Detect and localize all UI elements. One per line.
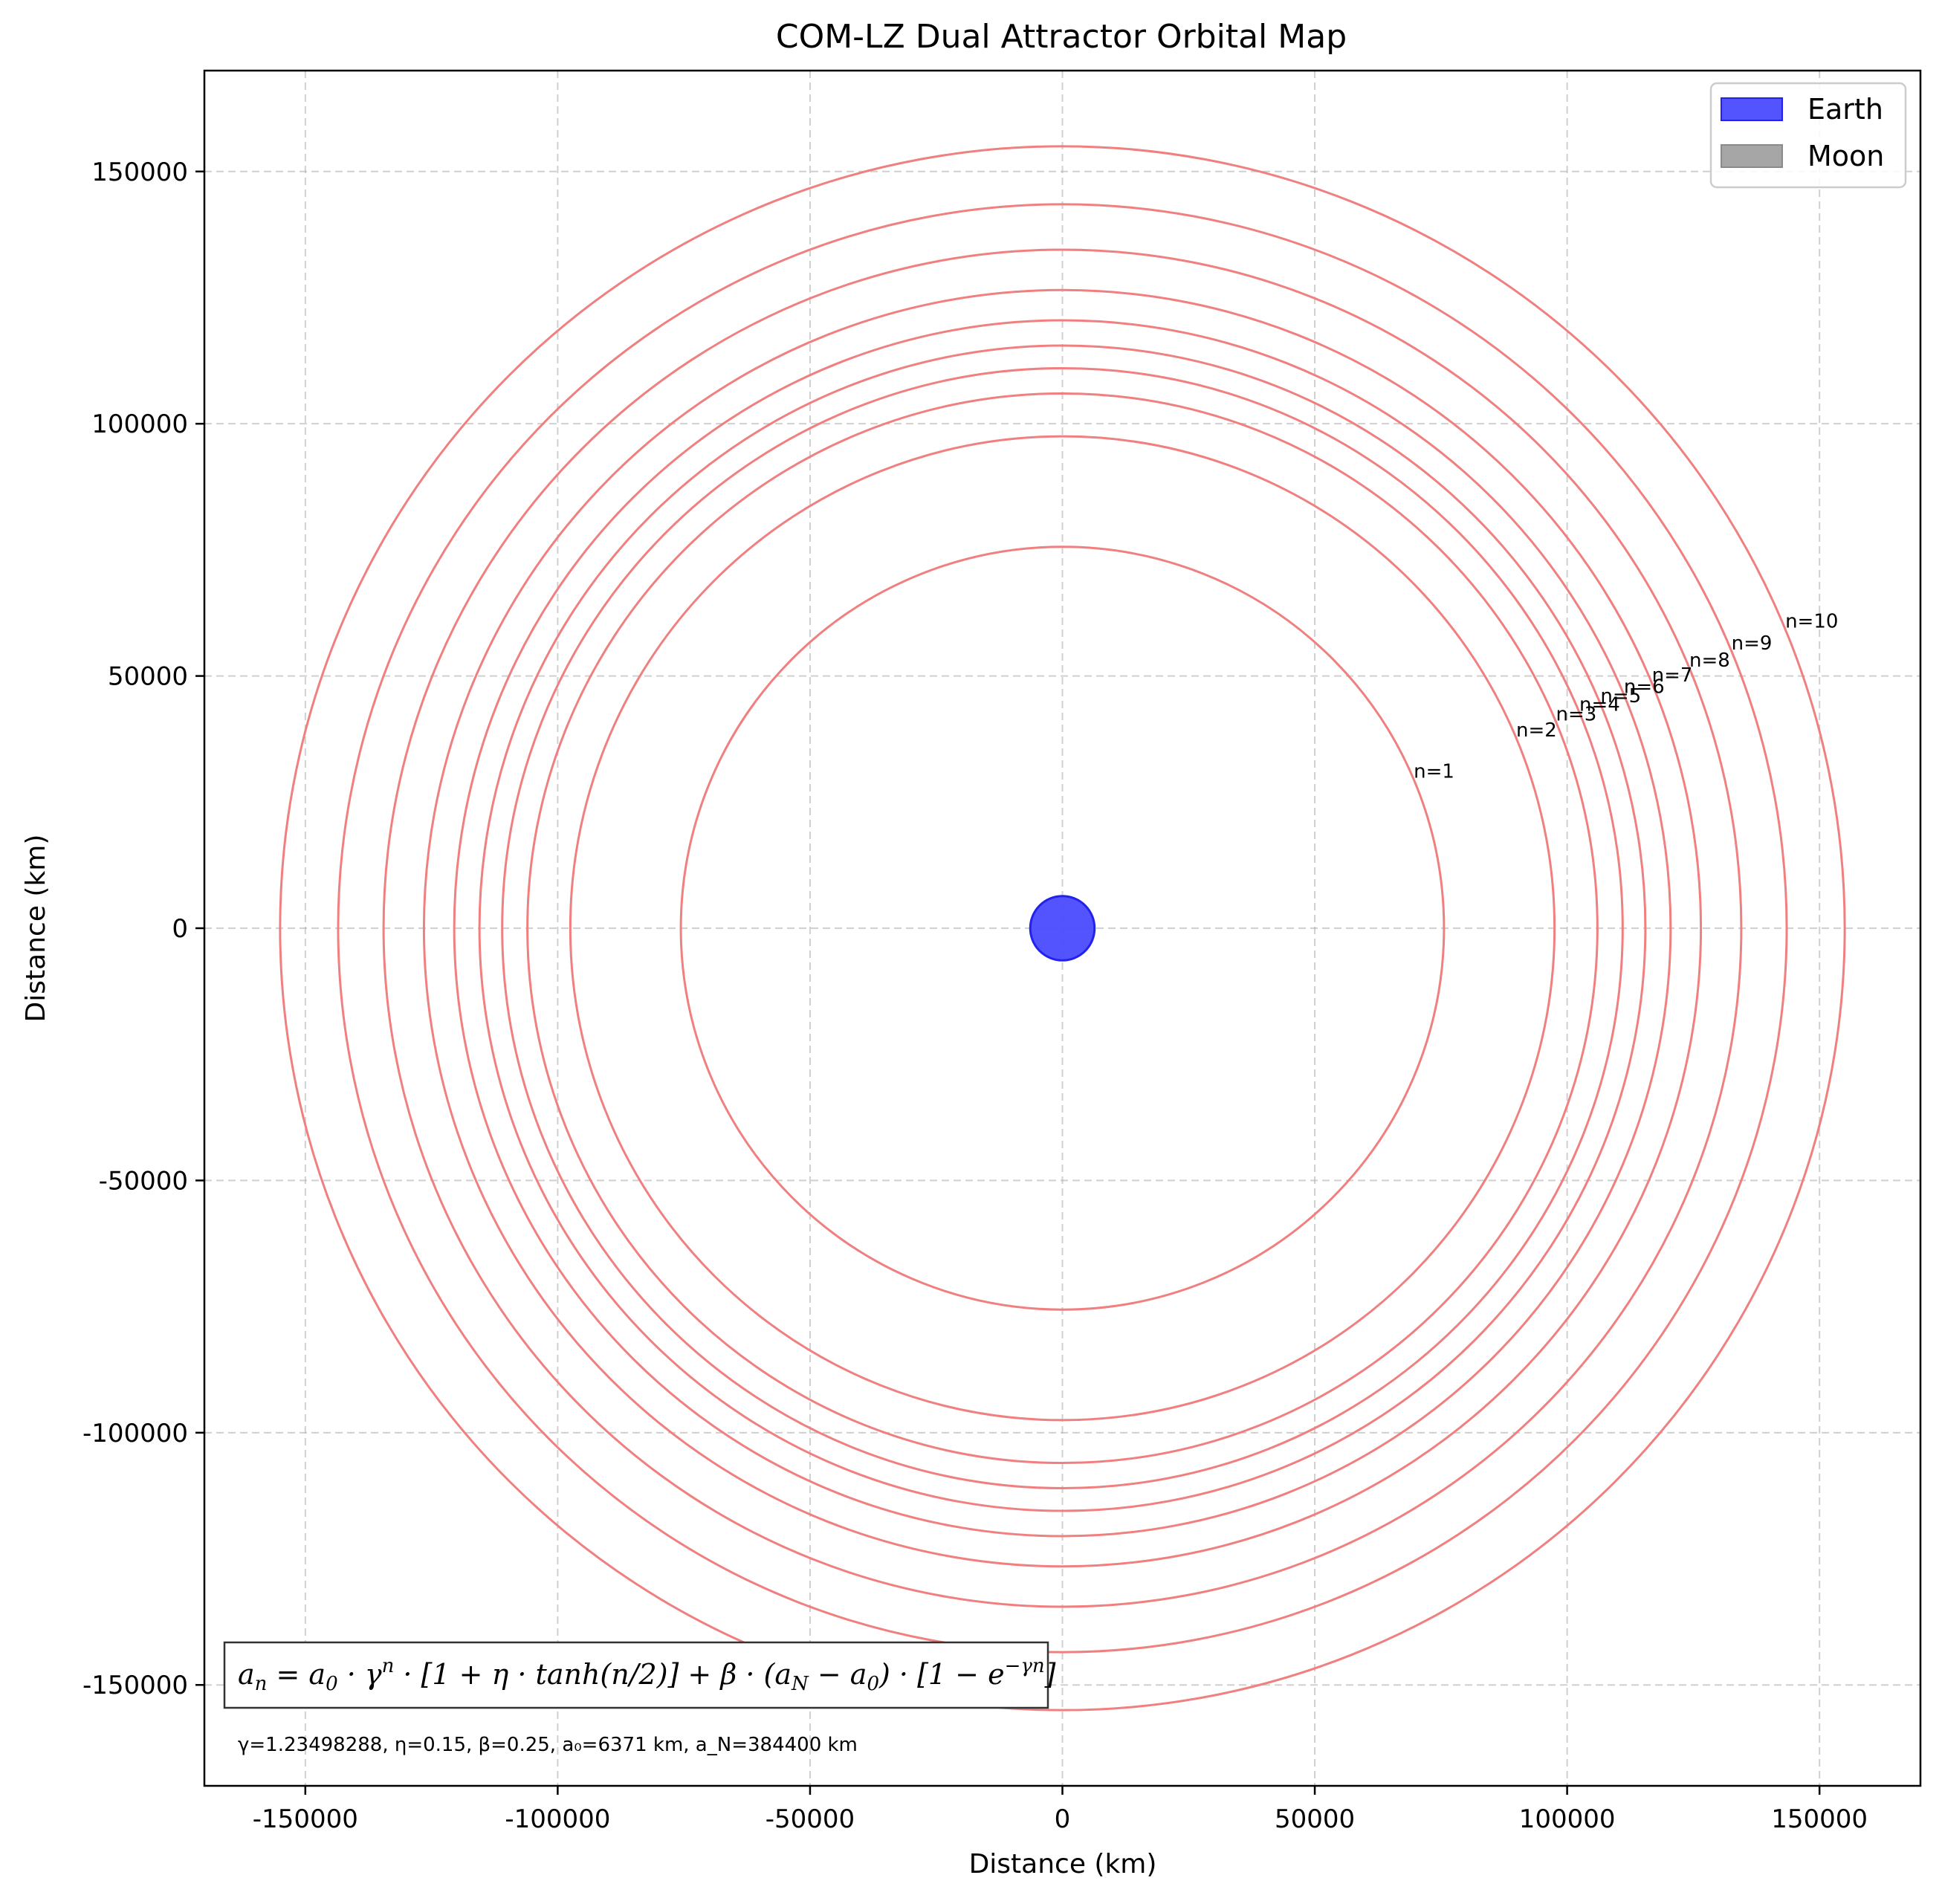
legend-moon-label: Moon	[1807, 140, 1884, 172]
orbit-n2	[569, 435, 1556, 1422]
formula-text: an = a0 · γn · [1 + η · tanh(n/2)] + β ·…	[238, 1655, 1056, 1695]
x-tick-label: -100000	[505, 1804, 610, 1834]
x-tick-label: 100000	[1519, 1804, 1616, 1834]
orbit-labels: n=1 n=2n=3n=4n=5n=6n=7n=8n=9 n=10	[1414, 611, 1838, 783]
y-tick-label: -100000	[82, 1419, 188, 1448]
x-tick-label: 150000	[1771, 1804, 1868, 1834]
orbit-n6	[453, 319, 1672, 1538]
orbit-n8	[382, 248, 1743, 1608]
orbit-label-n7: n=7	[1652, 664, 1693, 687]
orbit-n10	[279, 145, 1846, 1712]
orbit-label-n3: n=3	[1556, 703, 1597, 725]
legend: Earth Moon	[1709, 82, 1907, 189]
orbit-label-n5: n=5	[1600, 685, 1641, 707]
x-axis-ticks: -150000 -100000 -50000 0 50000 100000 150000	[253, 1786, 1868, 1834]
earth-group	[1029, 895, 1096, 962]
orbit-n3	[526, 392, 1599, 1465]
y-tick-label: -50000	[99, 1166, 188, 1196]
orbit-n5	[478, 344, 1647, 1512]
x-tick-label: 0	[1055, 1804, 1071, 1834]
earth-marker	[1029, 895, 1096, 962]
y-tick-label: 150000	[91, 158, 188, 187]
y-tick-label: 0	[172, 914, 188, 944]
legend-moon-swatch	[1721, 144, 1783, 168]
y-axis-label: Distance (km)	[21, 835, 51, 1023]
plot-area: n=1 n=2n=3n=4n=5n=6n=7n=8n=9 n=10	[203, 69, 1922, 1787]
orbit-n7	[422, 288, 1703, 1568]
x-tick-label: -50000	[766, 1804, 855, 1834]
parameters-text: γ=1.23498288, η=0.15, β=0.25, a₀=6371 km…	[238, 1734, 858, 1756]
orbit-label-n1: n=1	[1414, 761, 1454, 783]
y-tick-label: 50000	[108, 662, 188, 692]
orbit-n4	[501, 367, 1624, 1489]
orbit-label-n4: n=4	[1579, 694, 1620, 716]
legend-earth-swatch	[1721, 97, 1783, 121]
orbit-n1	[679, 545, 1446, 1311]
legend-earth-label: Earth	[1807, 93, 1883, 126]
orbit-label-n8: n=8	[1689, 650, 1730, 672]
orbit-label-n6: n=6	[1624, 676, 1665, 698]
orbit-label-n9: n=9	[1732, 632, 1773, 655]
y-axis-ticks: -150000 -100000 -50000 0 50000 100000 150000	[82, 158, 204, 1700]
x-tick-label: -150000	[253, 1804, 358, 1834]
orbits	[279, 145, 1846, 1712]
orbit-label-n10: n=10	[1785, 611, 1838, 633]
orbit-n9	[337, 203, 1788, 1654]
chart-title: COM-LZ Dual Attractor Orbital Map	[776, 18, 1347, 56]
x-tick-label: 50000	[1275, 1804, 1355, 1834]
orbit-label-n2: n=2	[1516, 719, 1557, 742]
formula-frame	[223, 1641, 1049, 1709]
y-tick-label: 100000	[91, 409, 188, 439]
y-tick-label: -150000	[82, 1671, 188, 1700]
formula-box: an = a0 · γn · [1 + η · tanh(n/2)] + β ·…	[223, 1641, 1056, 1709]
x-axis-label: Distance (km)	[969, 1849, 1157, 1879]
